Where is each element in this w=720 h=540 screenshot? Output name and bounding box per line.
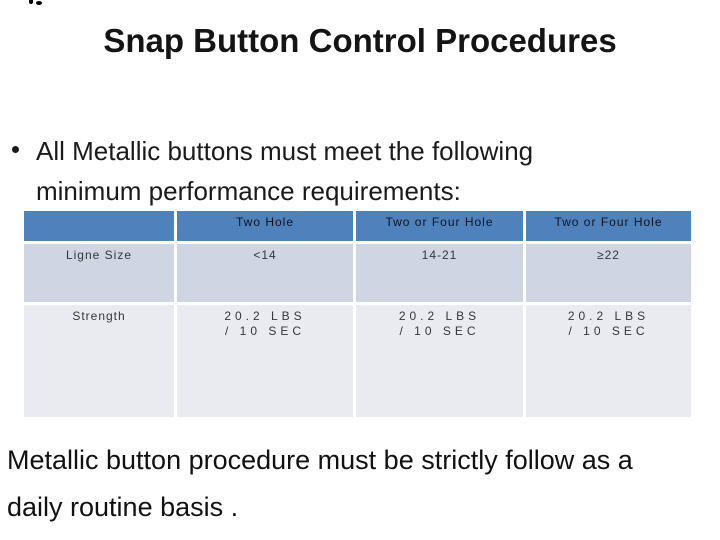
bullet-line: All Metallic buttons must meet the follo… <box>36 136 534 166</box>
table-row-strength: Strength 20.2 LBS / 10 SEC 20.2 LBS / 10… <box>24 305 691 417</box>
bullet-item: All Metallic buttons must meet the follo… <box>10 131 670 211</box>
table-header-cell: Two or Four Hole <box>356 211 523 241</box>
cell-value: / 10 SEC <box>399 324 480 338</box>
table-header-cell: Two Hole <box>177 211 353 241</box>
cell-value: / 10 SEC <box>224 324 306 338</box>
table-cell: ≥22 <box>526 244 691 302</box>
table-header-row: Two Hole Two or Four Hole Two or Four Ho… <box>24 211 691 241</box>
cell-value: 14-21 <box>421 248 458 262</box>
table-header-cell-blank <box>24 211 174 241</box>
table-cell: 20.2 LBS / 10 SEC <box>526 305 691 417</box>
cell-value: ≥22 <box>597 248 620 262</box>
table-cell: <14 <box>177 244 353 302</box>
cell-value: 20.2 LBS <box>567 309 650 323</box>
table-row-ligne-size: Ligne Size <14 14-21 ≥22 <box>24 244 691 302</box>
cell-value: / 10 SEC <box>568 324 649 338</box>
table-cell: 14-21 <box>356 244 523 302</box>
table-cell: 20.2 LBS / 10 SEC <box>177 305 353 417</box>
bullet-icon <box>12 146 19 153</box>
footer-line: daily routine basis . <box>7 492 239 522</box>
performance-table: Two Hole Two or Four Hole Two or Four Ho… <box>21 208 694 420</box>
footer-line: Metallic button procedure must be strict… <box>7 445 633 475</box>
artifact-mark <box>36 1 42 5</box>
footer-paragraph: Metallic button procedure must be strict… <box>7 437 719 531</box>
table-header-cell: Two or Four Hole <box>526 211 691 241</box>
cell-value: 20.2 LBS <box>398 309 481 323</box>
table-cell: 20.2 LBS / 10 SEC <box>356 305 523 417</box>
slide-title: Snap Button Control Procedures <box>103 22 617 59</box>
bullet-line: minimum performance requirements: <box>36 176 461 206</box>
row-label: Ligne Size <box>24 244 174 302</box>
bullet-text: All Metallic buttons must meet the follo… <box>36 131 533 211</box>
row-label: Strength <box>24 305 174 417</box>
cell-value: 20.2 LBS <box>224 309 306 323</box>
cell-value: <14 <box>253 248 277 262</box>
artifact-mark <box>29 0 33 4</box>
